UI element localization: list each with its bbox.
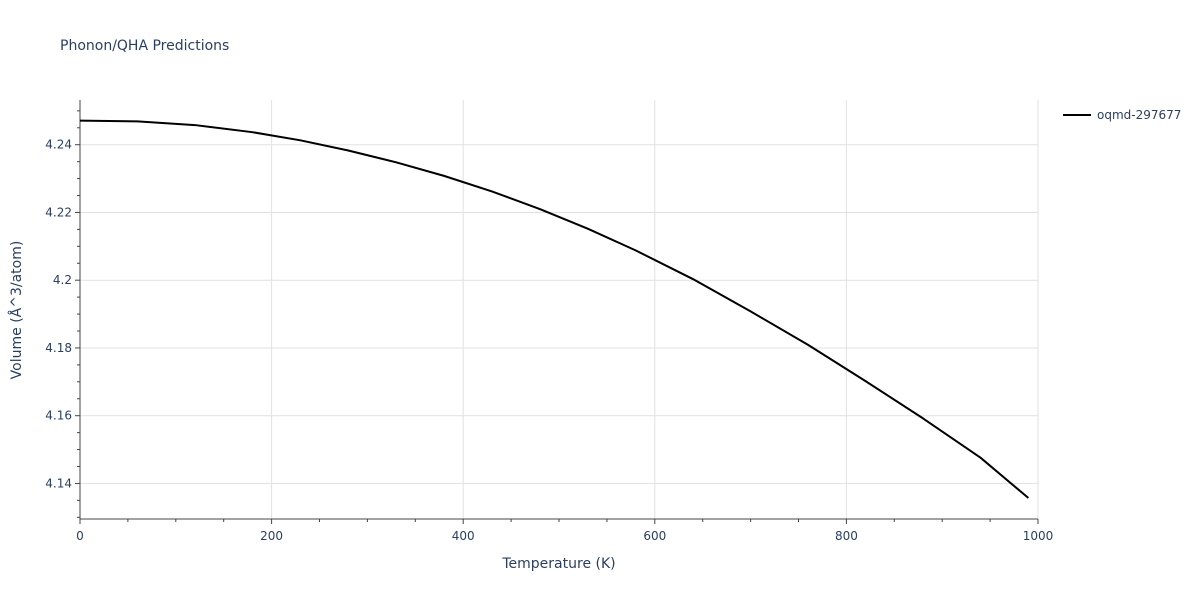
grid <box>80 100 1039 519</box>
x-tick-label: 1000 <box>1023 529 1054 543</box>
y-tick-label: 4.18 <box>45 341 72 355</box>
y-tick-label: 4.16 <box>45 409 72 423</box>
y-tick-labels: 4.14 4.16 4.18 4.2 4.22 4.24 <box>45 138 72 491</box>
y-tick-label: 4.14 <box>45 476 72 490</box>
x-tick-label: 400 <box>452 529 475 543</box>
axes <box>75 100 1039 524</box>
x-axis-title: Temperature (K) <box>501 556 615 572</box>
series-layer <box>79 119 1030 499</box>
y-tick-label: 4.22 <box>45 205 72 219</box>
x-tick-label: 200 <box>260 529 283 543</box>
x-tick-label: 0 <box>76 529 84 543</box>
y-tick-label: 4.2 <box>53 273 72 287</box>
legend-label: oqmd-297677 <box>1097 108 1181 122</box>
y-tick-label: 4.24 <box>45 138 72 152</box>
legend[interactable]: oqmd-297677 <box>1063 108 1181 122</box>
x-tick-label: 600 <box>643 529 666 543</box>
y-axis-title: Volume (Å^3/atom) <box>8 241 25 380</box>
series-line <box>79 119 1030 499</box>
x-tick-labels: 0 200 400 600 800 1000 <box>76 529 1053 543</box>
x-tick-label: 800 <box>835 529 858 543</box>
chart-title: Phonon/QHA Predictions <box>60 38 229 54</box>
